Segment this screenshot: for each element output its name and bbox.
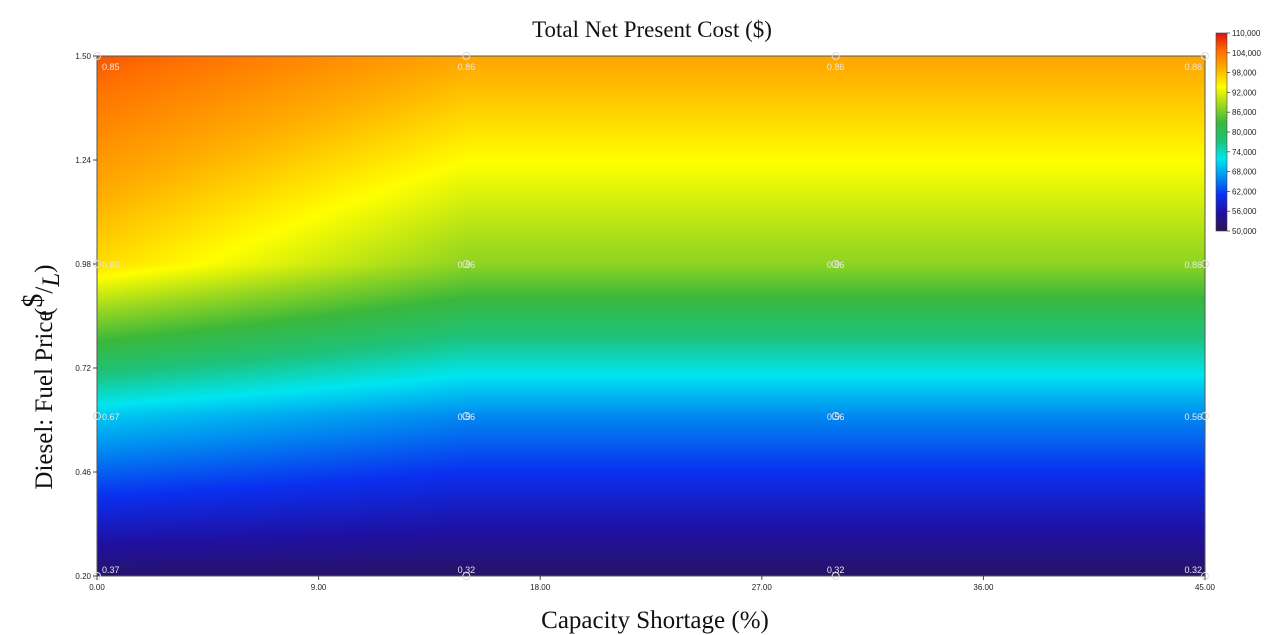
colorbar-tick-label: 86,000 [1232, 108, 1257, 117]
x-tick-label: 0.00 [89, 583, 105, 592]
x-tick-label: 36.00 [973, 583, 994, 592]
sample-point-label: 0.56 [458, 412, 476, 422]
sample-point-label: 0.56 [1184, 412, 1202, 422]
sample-point-marker [831, 572, 840, 580]
x-axis-ticks: 0.00 9.00 18.00 27.00 36.00 45.00 [89, 576, 1216, 592]
y-tick-label: 0.46 [75, 468, 91, 477]
colorbar-ticks: 110,000 104,000 98,000 92,000 86,000 80,000 74… [1227, 29, 1261, 236]
colorbar [1215, 32, 1228, 232]
sample-point-label: 0.86 [458, 62, 476, 72]
colorbar-tick-label: 110,000 [1232, 29, 1261, 38]
colorbar-tick-label: 74,000 [1232, 148, 1257, 157]
y-axis-label-group: Diesel: Fuel Price ($/L) [18, 264, 65, 489]
colorbar-tick-label: 68,000 [1232, 168, 1257, 177]
sample-point-label: 0.32 [827, 565, 845, 575]
y-axis-unit-num: $ [18, 294, 49, 308]
sample-point-label: 0.86 [827, 62, 845, 72]
sample-point-label: 0.85 [102, 62, 120, 72]
sample-point-marker [1201, 412, 1209, 420]
y-axis-ticks: 0.20 0.46 0.72 0.98 1.24 1.50 [75, 52, 97, 581]
y-axis-label-text: Diesel: Fuel Price [31, 310, 58, 489]
sample-point-label: 0.86 [458, 260, 476, 270]
y-axis-label: Diesel: Fuel Price [31, 310, 58, 489]
colorbar-tick-label: 56,000 [1232, 207, 1257, 216]
plot-frame [96, 55, 1206, 577]
sample-point-label: 0.86 [827, 260, 845, 270]
sample-point-label: 0.86 [102, 260, 120, 270]
y-tick-label: 0.20 [75, 572, 91, 581]
colorbar-tick-label: 92,000 [1232, 88, 1257, 97]
x-axis-label: Capacity Shortage (%) [541, 607, 769, 634]
sample-point-marker [462, 572, 471, 580]
sample-point-label: 0.86 [1184, 62, 1202, 72]
y-tick-label: 1.24 [75, 156, 91, 165]
colorbar-tick-label: 98,000 [1232, 69, 1257, 78]
x-tick-label: 18.00 [530, 583, 551, 592]
colorbar-tick-label: 50,000 [1232, 227, 1257, 236]
sample-point-marker [831, 260, 840, 268]
x-tick-label: 27.00 [752, 583, 773, 592]
sample-point-label: 0.37 [102, 565, 120, 575]
point-labels: 0.85 0.86 0.86 0.86 0.86 0.86 0.86 0.86 0.67 0.56… [93, 52, 1209, 580]
sample-point-label: 0.32 [1184, 565, 1202, 575]
chart-title: Total Net Present Cost ($) [532, 17, 772, 42]
sample-point-label: 0.67 [102, 412, 120, 422]
sample-point-marker [462, 52, 471, 60]
sample-point-marker [1201, 260, 1209, 268]
y-tick-label: 1.50 [75, 52, 91, 61]
heatmap-surface [97, 56, 1205, 576]
x-tick-label: 45.00 [1195, 583, 1216, 592]
sample-point-marker [462, 412, 471, 420]
sample-point-marker [831, 412, 840, 420]
x-tick-label: 9.00 [311, 583, 327, 592]
colorbar-tick-label: 62,000 [1232, 187, 1257, 196]
sample-point-marker [93, 412, 101, 420]
colorbar-tick-label: 80,000 [1232, 128, 1257, 137]
sample-point-label: 0.32 [458, 565, 476, 575]
sample-point-label: 0.86 [1184, 260, 1202, 270]
sample-point-marker [462, 260, 471, 268]
sample-point-marker [831, 52, 840, 60]
sample-point-label: 0.56 [827, 412, 845, 422]
y-tick-label: 0.72 [75, 364, 91, 373]
y-axis-unit: ($/L) [18, 264, 65, 316]
y-axis-unit-den: L [38, 273, 65, 288]
colorbar-tick-label: 104,000 [1232, 49, 1261, 58]
y-tick-label: 0.98 [75, 260, 91, 269]
sample-point-marker [1201, 52, 1209, 60]
